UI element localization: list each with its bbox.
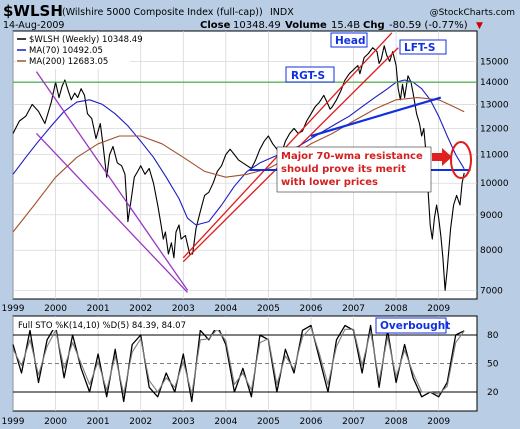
price-legend: $WLSH (Weekly) 10348.49 MA(70) 10492.05 … xyxy=(16,33,143,69)
note-text: Major 70-wma resistance should prove its… xyxy=(281,151,426,188)
lft-s-label: LFT-S xyxy=(404,42,435,54)
sto-y-tick-label: 20 xyxy=(487,388,499,398)
head-label: Head xyxy=(335,35,366,47)
rising-trendline-upper xyxy=(182,32,393,259)
x-tick-label: 2008 xyxy=(385,304,408,314)
close-value: 10348.49 xyxy=(233,20,281,31)
sto-legend-background xyxy=(15,318,230,330)
watermark: @StockCharts.com xyxy=(430,8,515,18)
y-tick-label: 14000 xyxy=(480,78,509,88)
x-tick-label: 2001 xyxy=(87,304,110,314)
y-tick-label: 10000 xyxy=(480,179,509,189)
y-tick-label: 13000 xyxy=(480,100,509,110)
x-tick-label: 1999 xyxy=(2,304,25,314)
lft-s-label-box xyxy=(399,39,447,55)
legend-price: $WLSH (Weekly) 10348.49 xyxy=(29,35,143,45)
sto-x-tick-label: 2000 xyxy=(44,417,67,427)
y-tick-label: 12000 xyxy=(480,124,509,134)
chg-down-icon: ▼ xyxy=(476,21,483,31)
sto-x-tick-label: 1999 xyxy=(2,417,25,427)
sto-x-tick-label: 2004 xyxy=(214,417,237,427)
sto-x-tick-label: 2006 xyxy=(300,417,323,427)
x-tick-label: 2002 xyxy=(129,304,152,314)
sto-x-tick-label: 2008 xyxy=(385,417,408,427)
arrow-head xyxy=(442,148,452,166)
rgt-s-label: RGT-S xyxy=(291,70,325,82)
y-tick-label: 9000 xyxy=(480,211,503,221)
sto-k-line xyxy=(12,324,465,403)
price-y-axis: 7000 8000 9000 10000 11000 12000 13000 14000 150… xyxy=(480,57,509,296)
price-lines xyxy=(12,45,465,291)
sto-lines xyxy=(12,324,465,403)
note-line-2: should prove its merit xyxy=(281,164,406,175)
legend-ma70: MA(70) 10492.05 xyxy=(29,46,103,56)
close-label: Close xyxy=(200,20,231,31)
x-tick-label: 2005 xyxy=(257,304,280,314)
sto-x-tick-label: 2001 xyxy=(87,417,110,427)
volume-label: Volume xyxy=(285,20,327,31)
x-tick-label: 2003 xyxy=(172,304,195,314)
ma70-line xyxy=(12,79,465,226)
legend-background xyxy=(16,33,130,69)
y-tick-label: 7000 xyxy=(480,286,503,296)
rgt-s-label-box xyxy=(285,66,335,83)
y-tick-label: 15000 xyxy=(480,57,509,67)
y-tick-label: 8000 xyxy=(480,246,503,256)
volume-value: 15.4B xyxy=(331,20,360,31)
note-line-1: Major 70-wma resistance xyxy=(281,151,423,162)
note-line-3: with lower prices xyxy=(281,177,378,188)
overbought-label: Overbought xyxy=(380,320,450,332)
x-tick-label: 2004 xyxy=(214,304,237,314)
chg-label: Chg xyxy=(363,20,385,31)
exchange: INDX xyxy=(270,7,294,18)
index-name: (Wilshire 5000 Composite Index (full-cap… xyxy=(62,7,263,18)
falling-channel-upper xyxy=(35,71,189,291)
price-x-axis: 1999 2000 2001 2002 2003 2004 2005 2006 2007 2008… xyxy=(2,304,451,314)
x-tick-label: 2007 xyxy=(342,304,365,314)
chg-value: -80.59 (-0.77%) xyxy=(389,20,468,31)
legend-ma200: MA(200) 12683.05 xyxy=(29,57,108,67)
date: 14-Aug-2009 xyxy=(3,20,64,31)
x-tick-label: 2009 xyxy=(427,304,450,314)
resistance-note: Major 70-wma resistance should prove its… xyxy=(276,146,432,193)
x-tick-label: 2006 xyxy=(300,304,323,314)
arrow-shaft xyxy=(432,153,442,161)
sto-y-axis: 20 50 80 xyxy=(487,331,499,398)
sto-x-tick-label: 2003 xyxy=(172,417,195,427)
sto-x-axis: 1999 2000 2001 2002 2003 2004 2005 2006 2007 2008… xyxy=(2,417,451,427)
sto-legend: Full STO %K(14,10) %D(5) 84.39, 84.07 xyxy=(18,321,186,331)
note-box xyxy=(276,146,432,193)
price-line xyxy=(12,45,465,291)
falling-channel-lower xyxy=(35,133,189,293)
symbol: $WLSH xyxy=(3,2,63,20)
sto-x-tick-label: 2009 xyxy=(427,417,450,427)
sto-y-tick-label: 50 xyxy=(487,360,499,370)
x-tick-label: 2000 xyxy=(44,304,67,314)
sto-y-tick-label: 80 xyxy=(487,331,499,341)
resistance-circle xyxy=(450,141,472,179)
sto-d-line xyxy=(12,326,465,395)
overbought-label-box xyxy=(375,317,447,334)
head-label-box xyxy=(330,32,368,48)
arrow-icon xyxy=(432,148,452,166)
y-tick-label: 11000 xyxy=(480,151,509,161)
neckline-line xyxy=(310,96,442,138)
ma200-line xyxy=(12,97,465,233)
sto-x-tick-label: 2005 xyxy=(257,417,280,427)
sto-x-tick-label: 2002 xyxy=(129,417,152,427)
sto-x-tick-label: 2007 xyxy=(342,417,365,427)
